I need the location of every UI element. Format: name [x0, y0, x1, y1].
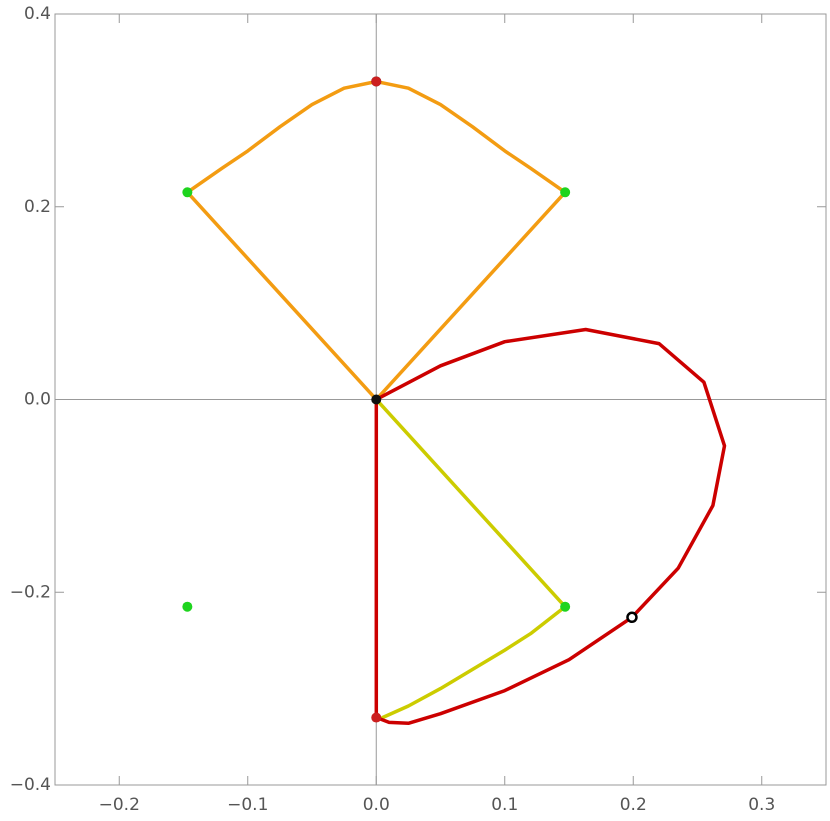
point: [371, 394, 382, 405]
point: [182, 187, 193, 198]
x-tick-label: 0.1: [491, 795, 518, 815]
point: [626, 611, 638, 624]
point: [371, 76, 382, 87]
point: [371, 712, 382, 723]
x-tick-label: −0.2: [99, 795, 140, 815]
x-tick-label: 0.0: [363, 795, 390, 815]
curve: [374, 397, 567, 720]
point: [182, 601, 193, 612]
point: [560, 601, 571, 612]
y-tick-label: 0.4: [24, 4, 51, 24]
x-tick-label: −0.1: [227, 795, 268, 815]
x-tick-label: 0.3: [748, 795, 775, 815]
y-tick-label: −0.4: [10, 775, 51, 795]
y-tick-label: 0.2: [24, 197, 51, 217]
point: [560, 187, 571, 198]
curve: [374, 327, 727, 726]
x-tick-label: 0.2: [620, 795, 647, 815]
y-tick-label: −0.2: [10, 582, 51, 602]
y-tick-label: 0.0: [24, 390, 51, 410]
